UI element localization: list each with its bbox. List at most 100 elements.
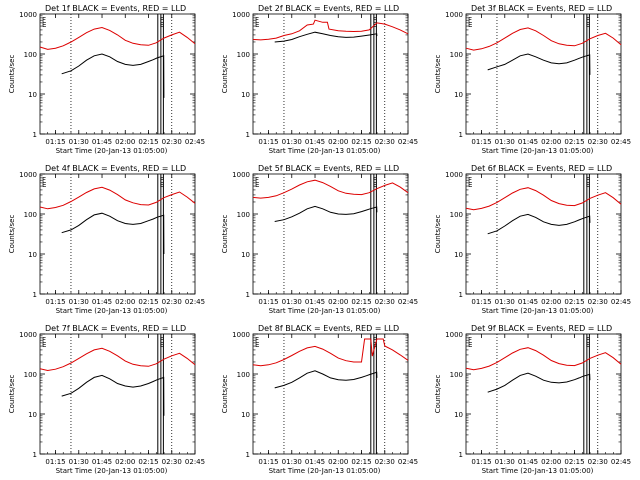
x-tick-label: 02:30 bbox=[588, 458, 608, 466]
x-tick-label: 02:45 bbox=[611, 138, 631, 146]
marker-label-f: F bbox=[255, 176, 259, 184]
x-tick-label: 01:45 bbox=[305, 138, 325, 146]
y-axis-label: Counts/sec bbox=[434, 55, 442, 94]
flag-label-f: F bbox=[373, 176, 377, 184]
panel-title: Det 1f BLACK = Events, RED = LLD bbox=[45, 4, 186, 13]
x-tick-label: 02:15 bbox=[351, 458, 371, 466]
panel-title: Det 9f BLACK = Events, RED = LLD bbox=[471, 324, 612, 333]
marker-label-e: E bbox=[468, 341, 472, 349]
x-tick-label: 01:15 bbox=[258, 138, 278, 146]
marker-label-f: F bbox=[42, 336, 46, 344]
flag-label-f: F bbox=[160, 336, 164, 344]
x-tick-label: 01:15 bbox=[471, 138, 491, 146]
series-lld bbox=[465, 347, 622, 371]
panel-6: Det 6f BLACK = Events, RED = LLD 1 10 100 10… bbox=[434, 164, 631, 315]
flag-label-e: E bbox=[373, 181, 377, 189]
y-tick-label: 100 bbox=[237, 51, 250, 59]
marker-label-f: F bbox=[42, 176, 46, 184]
x-tick-label: 02:45 bbox=[185, 298, 205, 306]
x-tick-label: 02:15 bbox=[351, 298, 371, 306]
x-axis-label: Start Time (20-Jan-13 01:05:00) bbox=[482, 307, 594, 315]
x-tick-label: 02:00 bbox=[115, 458, 135, 466]
series-events bbox=[61, 212, 165, 255]
x-tick-label: 01:45 bbox=[305, 298, 325, 306]
y-tick-label: 10 bbox=[454, 251, 463, 259]
series-lld bbox=[39, 186, 196, 210]
marker-label-e: E bbox=[42, 341, 46, 349]
y-tick-label: 10 bbox=[241, 91, 250, 99]
flag-label-e: E bbox=[586, 21, 590, 29]
flag-label-f: F bbox=[160, 16, 164, 24]
y-axis-label: Counts/sec bbox=[434, 215, 442, 254]
panel-4: Det 4f BLACK = Events, RED = LLD 1 10 100 10… bbox=[8, 164, 205, 315]
y-tick-label: 1 bbox=[459, 291, 463, 299]
marker-label-e: E bbox=[255, 181, 259, 189]
flag-label-e: E bbox=[160, 181, 164, 189]
x-tick-label: 02:30 bbox=[375, 298, 395, 306]
y-tick-label: 1 bbox=[246, 131, 250, 139]
x-tick-label: 01:15 bbox=[45, 298, 65, 306]
x-tick-label: 02:00 bbox=[115, 298, 135, 306]
y-tick-label: 1 bbox=[459, 131, 463, 139]
x-tick-label: 02:45 bbox=[611, 458, 631, 466]
panel-title: Det 4f BLACK = Events, RED = LLD bbox=[45, 164, 186, 173]
series-lld bbox=[252, 179, 409, 199]
y-axis-label: Counts/sec bbox=[221, 375, 229, 414]
flag-label-e: E bbox=[160, 21, 164, 29]
x-tick-label: 01:15 bbox=[471, 458, 491, 466]
x-tick-label: 02:30 bbox=[162, 138, 182, 146]
x-tick-label: 01:45 bbox=[305, 458, 325, 466]
series-events bbox=[274, 370, 378, 389]
flag-label-e: E bbox=[586, 181, 590, 189]
y-tick-label: 100 bbox=[237, 211, 250, 219]
series-events bbox=[487, 372, 591, 393]
x-tick-label: 02:45 bbox=[185, 458, 205, 466]
y-tick-label: 100 bbox=[24, 211, 37, 219]
panel-5: Det 5f BLACK = Events, RED = LLD 1 10 100 10… bbox=[221, 164, 418, 315]
panel-7: Det 7f BLACK = Events, RED = LLD 1 10 100 10… bbox=[8, 324, 205, 475]
y-tick-label: 1 bbox=[33, 291, 37, 299]
panel-title: Det 8f BLACK = Events, RED = LLD bbox=[258, 324, 399, 333]
x-tick-label: 02:15 bbox=[564, 298, 584, 306]
panel-title: Det 7f BLACK = Events, RED = LLD bbox=[45, 324, 186, 333]
x-axis-label: Start Time (20-Jan-13 01:05:00) bbox=[56, 467, 168, 475]
x-axis-label: Start Time (20-Jan-13 01:05:00) bbox=[482, 467, 594, 475]
x-tick-label: 01:15 bbox=[471, 298, 491, 306]
flag-label-f: F bbox=[160, 176, 164, 184]
y-tick-label: 100 bbox=[237, 371, 250, 379]
y-tick-label: 1000 bbox=[445, 171, 463, 179]
x-axis-label: Start Time (20-Jan-13 01:05:00) bbox=[56, 307, 168, 315]
flag-label-f: F bbox=[586, 176, 590, 184]
y-tick-label: 100 bbox=[24, 371, 37, 379]
x-tick-label: 01:15 bbox=[45, 138, 65, 146]
y-tick-label: 1000 bbox=[232, 171, 250, 179]
flag-label-f: F bbox=[373, 336, 377, 344]
panel-8: Det 8f BLACK = Events, RED = LLD 1 10 100 10… bbox=[221, 324, 418, 475]
x-tick-label: 01:45 bbox=[518, 458, 538, 466]
x-axis-label: Start Time (20-Jan-13 01:05:00) bbox=[269, 467, 381, 475]
panel-title: Det 5f BLACK = Events, RED = LLD bbox=[258, 164, 399, 173]
series-lld bbox=[252, 338, 409, 367]
series-events bbox=[274, 31, 378, 43]
marker-label-f: F bbox=[468, 336, 472, 344]
x-tick-label: 02:30 bbox=[375, 138, 395, 146]
y-tick-label: 1000 bbox=[232, 331, 250, 339]
x-tick-label: 02:00 bbox=[115, 138, 135, 146]
x-tick-label: 02:15 bbox=[138, 138, 158, 146]
y-tick-label: 1000 bbox=[19, 331, 37, 339]
series-lld bbox=[39, 347, 196, 372]
y-tick-label: 10 bbox=[454, 91, 463, 99]
x-tick-label: 02:30 bbox=[375, 458, 395, 466]
y-tick-label: 100 bbox=[450, 211, 463, 219]
x-tick-label: 02:15 bbox=[351, 138, 371, 146]
marker-label-e: E bbox=[468, 21, 472, 29]
marker-label-f: F bbox=[42, 16, 46, 24]
flag-label-f: F bbox=[586, 16, 590, 24]
flag-label-e: E bbox=[160, 341, 164, 349]
panel-2: Det 2f BLACK = Events, RED = LLD 1 10 100 10… bbox=[221, 4, 418, 155]
marker-label-f: F bbox=[468, 16, 472, 24]
y-axis-label: Counts/sec bbox=[221, 55, 229, 94]
x-tick-label: 01:30 bbox=[495, 138, 515, 146]
x-tick-label: 01:30 bbox=[69, 298, 89, 306]
x-tick-label: 02:15 bbox=[564, 138, 584, 146]
